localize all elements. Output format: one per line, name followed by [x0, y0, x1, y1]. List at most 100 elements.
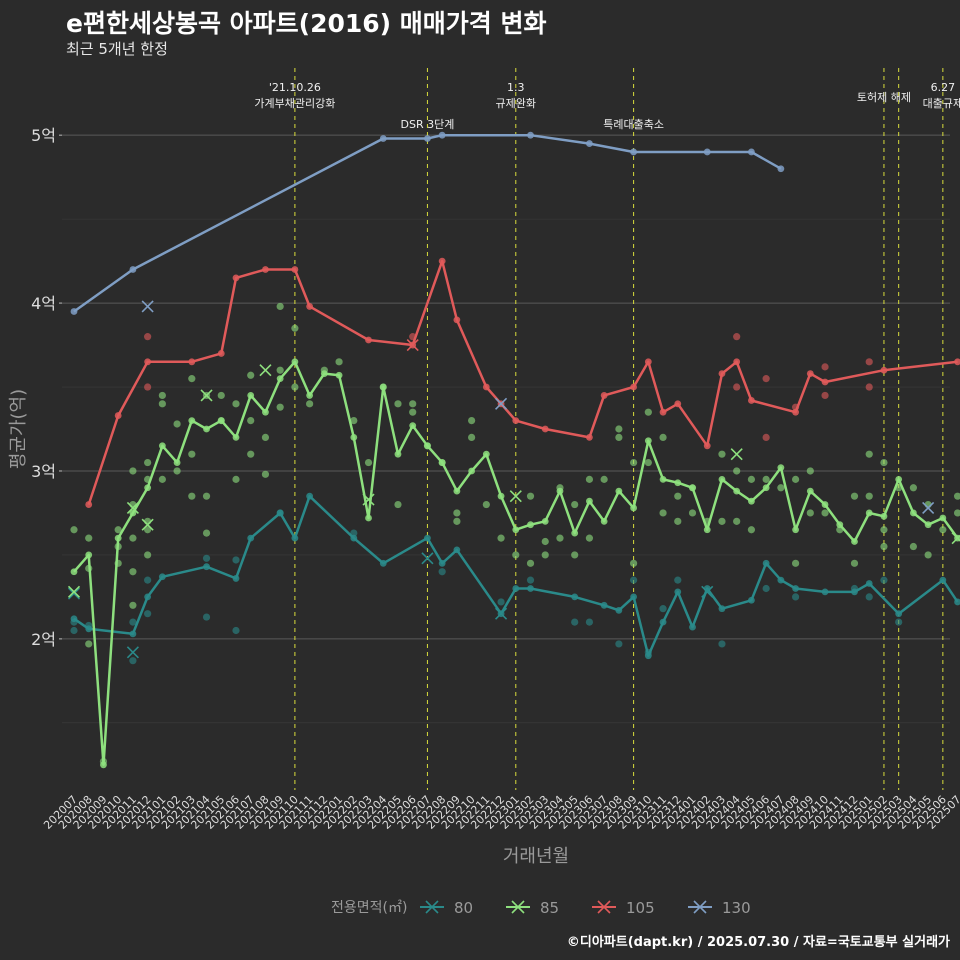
- scatter-point: [674, 492, 682, 500]
- line-point: [777, 165, 785, 173]
- scatter-point: [335, 358, 343, 366]
- scatter-point: [247, 371, 255, 379]
- cross-stroke: [362, 493, 375, 506]
- line-point: [865, 509, 873, 517]
- line-point: [335, 371, 343, 379]
- scatter-point: [806, 467, 814, 475]
- scatter-point: [158, 475, 166, 483]
- scatter-point: [276, 366, 284, 374]
- cross-stroke: [421, 552, 434, 565]
- line-point: [865, 580, 873, 587]
- cross-stroke: [126, 501, 139, 514]
- scatter-point: [129, 568, 137, 576]
- scatter-point: [526, 492, 535, 500]
- scatter-point: [541, 551, 549, 559]
- scatter-point: [644, 408, 652, 416]
- scatter-point: [630, 458, 638, 467]
- y-tick-label: 2억: [31, 630, 56, 649]
- cross-marker: [67, 587, 81, 600]
- scatter-point: [585, 475, 594, 483]
- line-point: [689, 484, 696, 492]
- scatter-point: [615, 640, 623, 648]
- cross-stroke: [67, 587, 81, 600]
- event-label: 특례대출축소: [603, 118, 664, 131]
- line-point: [262, 266, 269, 273]
- cross-stroke: [126, 646, 139, 659]
- line-point: [379, 559, 387, 567]
- line-point: [438, 131, 446, 139]
- scatter-point: [615, 425, 623, 433]
- legend-title: 전용면적(㎡): [331, 900, 407, 916]
- legend-cross: [693, 900, 707, 914]
- scatter-point: [850, 559, 859, 567]
- line-point: [114, 412, 122, 419]
- line-point: [939, 576, 947, 584]
- scatter-point: [173, 467, 181, 475]
- line-point: [350, 433, 358, 441]
- scatter-point: [615, 433, 623, 441]
- line-point: [306, 303, 314, 310]
- scatter-point: [158, 391, 166, 400]
- scatter-point: [394, 500, 402, 509]
- line-point: [586, 433, 593, 441]
- scatter-point: [291, 383, 299, 391]
- line-point: [306, 492, 314, 500]
- line-point: [247, 392, 255, 399]
- line-point: [733, 358, 741, 366]
- line-point: [806, 487, 814, 495]
- scatter-point: [232, 556, 240, 564]
- cross-marker: [259, 364, 272, 377]
- line-point: [320, 370, 328, 377]
- y-tick-label: 5억: [31, 126, 56, 145]
- line-point: [85, 501, 93, 508]
- scatter-point: [526, 559, 535, 567]
- line-point: [512, 526, 520, 534]
- line-point: [85, 625, 93, 633]
- line-point: [379, 383, 387, 391]
- line-point: [291, 266, 299, 273]
- line-point: [70, 308, 78, 315]
- scatter-point: [202, 554, 211, 562]
- line-point: [541, 425, 549, 433]
- scatter-point: [630, 559, 638, 567]
- cross-marker: [362, 493, 375, 506]
- line-point: [586, 497, 593, 505]
- scatter-point: [173, 420, 181, 428]
- scatter-point: [865, 383, 873, 391]
- line-point: [703, 442, 711, 450]
- line-point: [836, 521, 844, 529]
- line-point: [394, 450, 402, 458]
- scatter-point: [144, 576, 152, 584]
- line-point: [851, 538, 858, 545]
- line-point: [600, 517, 608, 525]
- scatter-point: [438, 568, 446, 576]
- line-point: [792, 526, 799, 534]
- scatter-point: [571, 618, 579, 626]
- cross-stroke: [200, 389, 213, 402]
- line-point: [586, 140, 593, 147]
- scatter-point: [158, 400, 166, 408]
- line-point: [689, 623, 696, 631]
- scatter-point: [364, 458, 373, 467]
- line-point: [482, 383, 490, 391]
- scatter-point: [865, 450, 873, 458]
- line-point: [291, 534, 299, 542]
- line-point: [527, 521, 534, 529]
- line-point: [232, 274, 240, 282]
- legend-cross: [511, 900, 525, 914]
- line-point: [674, 400, 682, 408]
- scatter-point: [880, 542, 888, 551]
- line-point: [718, 605, 726, 613]
- scatter-point: [497, 598, 505, 606]
- scatter-point: [453, 517, 461, 525]
- scatter-point: [70, 626, 78, 635]
- scatter-point: [953, 509, 960, 517]
- line-point: [630, 148, 638, 156]
- line-point: [424, 534, 431, 542]
- scatter-point: [659, 605, 667, 613]
- line-point: [379, 135, 387, 142]
- line-point: [114, 534, 122, 542]
- line-point: [644, 358, 652, 366]
- cross-stroke: [67, 585, 81, 598]
